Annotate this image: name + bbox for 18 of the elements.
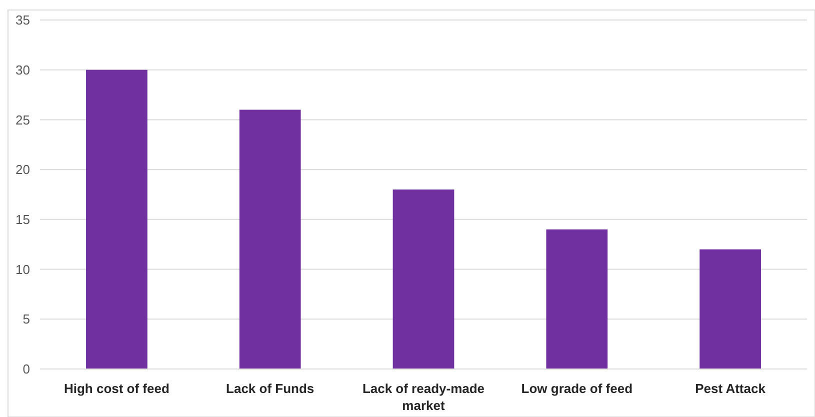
y-tick-label: 25	[16, 112, 30, 128]
bar	[86, 70, 148, 369]
x-tick-label: Lack of ready-made market	[362, 381, 485, 413]
bar	[392, 190, 454, 369]
x-tick-label: Lack of Funds	[226, 381, 314, 396]
y-tick-label: 20	[16, 162, 30, 178]
y-tick-label: 30	[16, 62, 30, 78]
bar	[700, 249, 761, 369]
y-tick-label: 10	[16, 262, 30, 277]
y-tick-label: 35	[16, 12, 30, 28]
x-tick-label: High cost of feed	[64, 381, 170, 396]
y-tick-label: 0	[22, 362, 30, 377]
y-tick-label: 5	[22, 312, 30, 327]
bar	[546, 229, 608, 369]
y-tick-label: 15	[16, 212, 30, 227]
x-tick-label: Low grade of feed	[521, 381, 633, 396]
x-tick-label: Pest Attack	[695, 381, 766, 396]
bar	[239, 110, 301, 369]
